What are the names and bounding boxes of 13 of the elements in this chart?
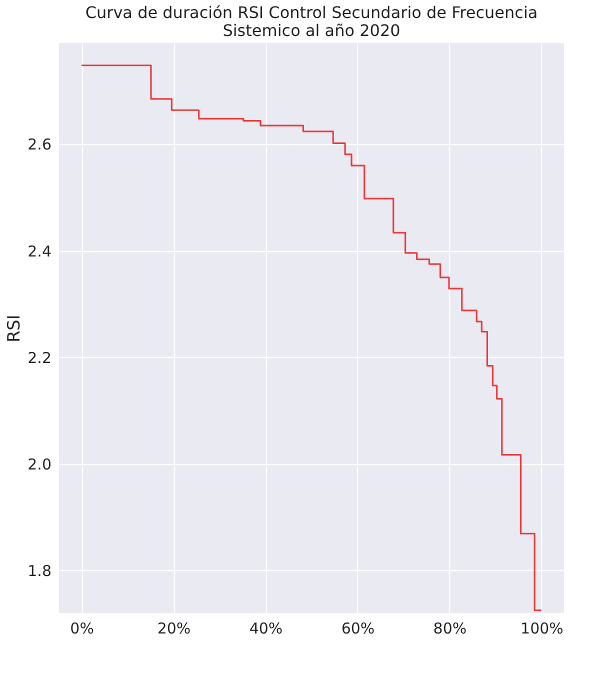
- x-tick-label: 0%: [70, 620, 94, 638]
- x-tick-label: 80%: [433, 620, 467, 638]
- x-tick-label: 40%: [249, 620, 283, 638]
- y-axis-title: RSI: [4, 314, 25, 342]
- chart-title: Curva de duración RSI Control Secundario de Frecuencia Sistemico al año 2020: [85, 3, 538, 40]
- y-tick-label: 2.0: [28, 455, 52, 474]
- y-tick-label: 2.2: [28, 348, 52, 367]
- y-tick-label: 2.6: [28, 136, 52, 154]
- x-tick-label: 20%: [157, 620, 191, 638]
- x-tick-label: 60%: [341, 620, 375, 638]
- y-tick-label: 2.4: [28, 242, 52, 260]
- y-tick-label: 1.8: [28, 562, 52, 580]
- x-tick-label: 100%: [520, 620, 564, 638]
